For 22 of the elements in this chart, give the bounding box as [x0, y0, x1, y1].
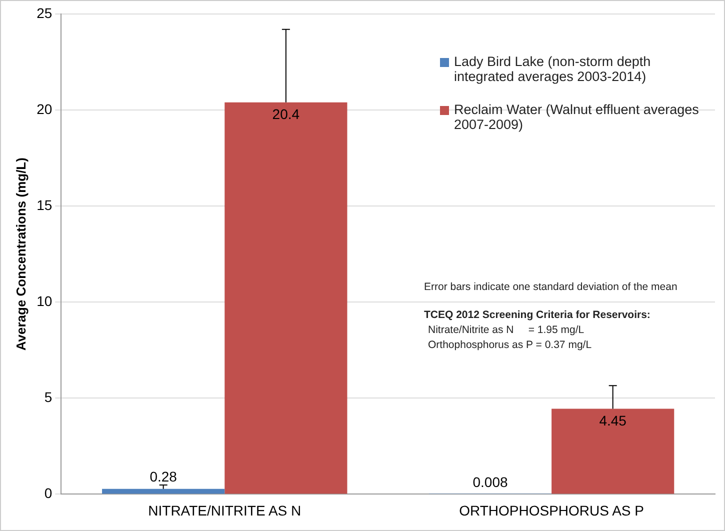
- y-tick-label: 10: [36, 292, 52, 309]
- data-label: 4.45: [599, 412, 627, 429]
- x-tick-label: ORTHOPHOSPHORUS AS P: [459, 502, 644, 518]
- legend-label: Lady Bird Lake (non-storm depth integrated averages 2003-2014): [454, 54, 652, 84]
- annotation: Orthophosphorus as P = 0.37 mg/L: [427, 338, 593, 353]
- y-tick-label: 0: [44, 485, 52, 502]
- legend-label: Reclaim Water (Walnut effluent averages 2007-2009): [454, 102, 700, 132]
- x-tick-label: NITRATE/NITRITE AS N: [148, 502, 302, 518]
- y-tick-label: 5: [44, 389, 52, 406]
- y-tick-label: 15: [36, 196, 52, 213]
- annotation: TCEQ 2012 Screening Criteria for Reservoirs:: [424, 308, 652, 323]
- annotation: Error bars indicate one standard deviation of the mean: [424, 280, 678, 295]
- bar: [552, 408, 674, 494]
- bar: [102, 488, 225, 494]
- annotation: Nitrate/Nitrite as N = 1.95 mg/L: [427, 323, 586, 338]
- data-label: 20.4: [272, 106, 300, 122]
- bar: [224, 102, 348, 494]
- data-label: 0.28: [150, 468, 178, 485]
- y-axis-title: Average Concentrations (mg/L): [13, 158, 28, 351]
- y-tick-label: 25: [36, 4, 52, 21]
- y-tick-label: 20: [36, 100, 52, 117]
- data-label: 0.008: [472, 474, 508, 490]
